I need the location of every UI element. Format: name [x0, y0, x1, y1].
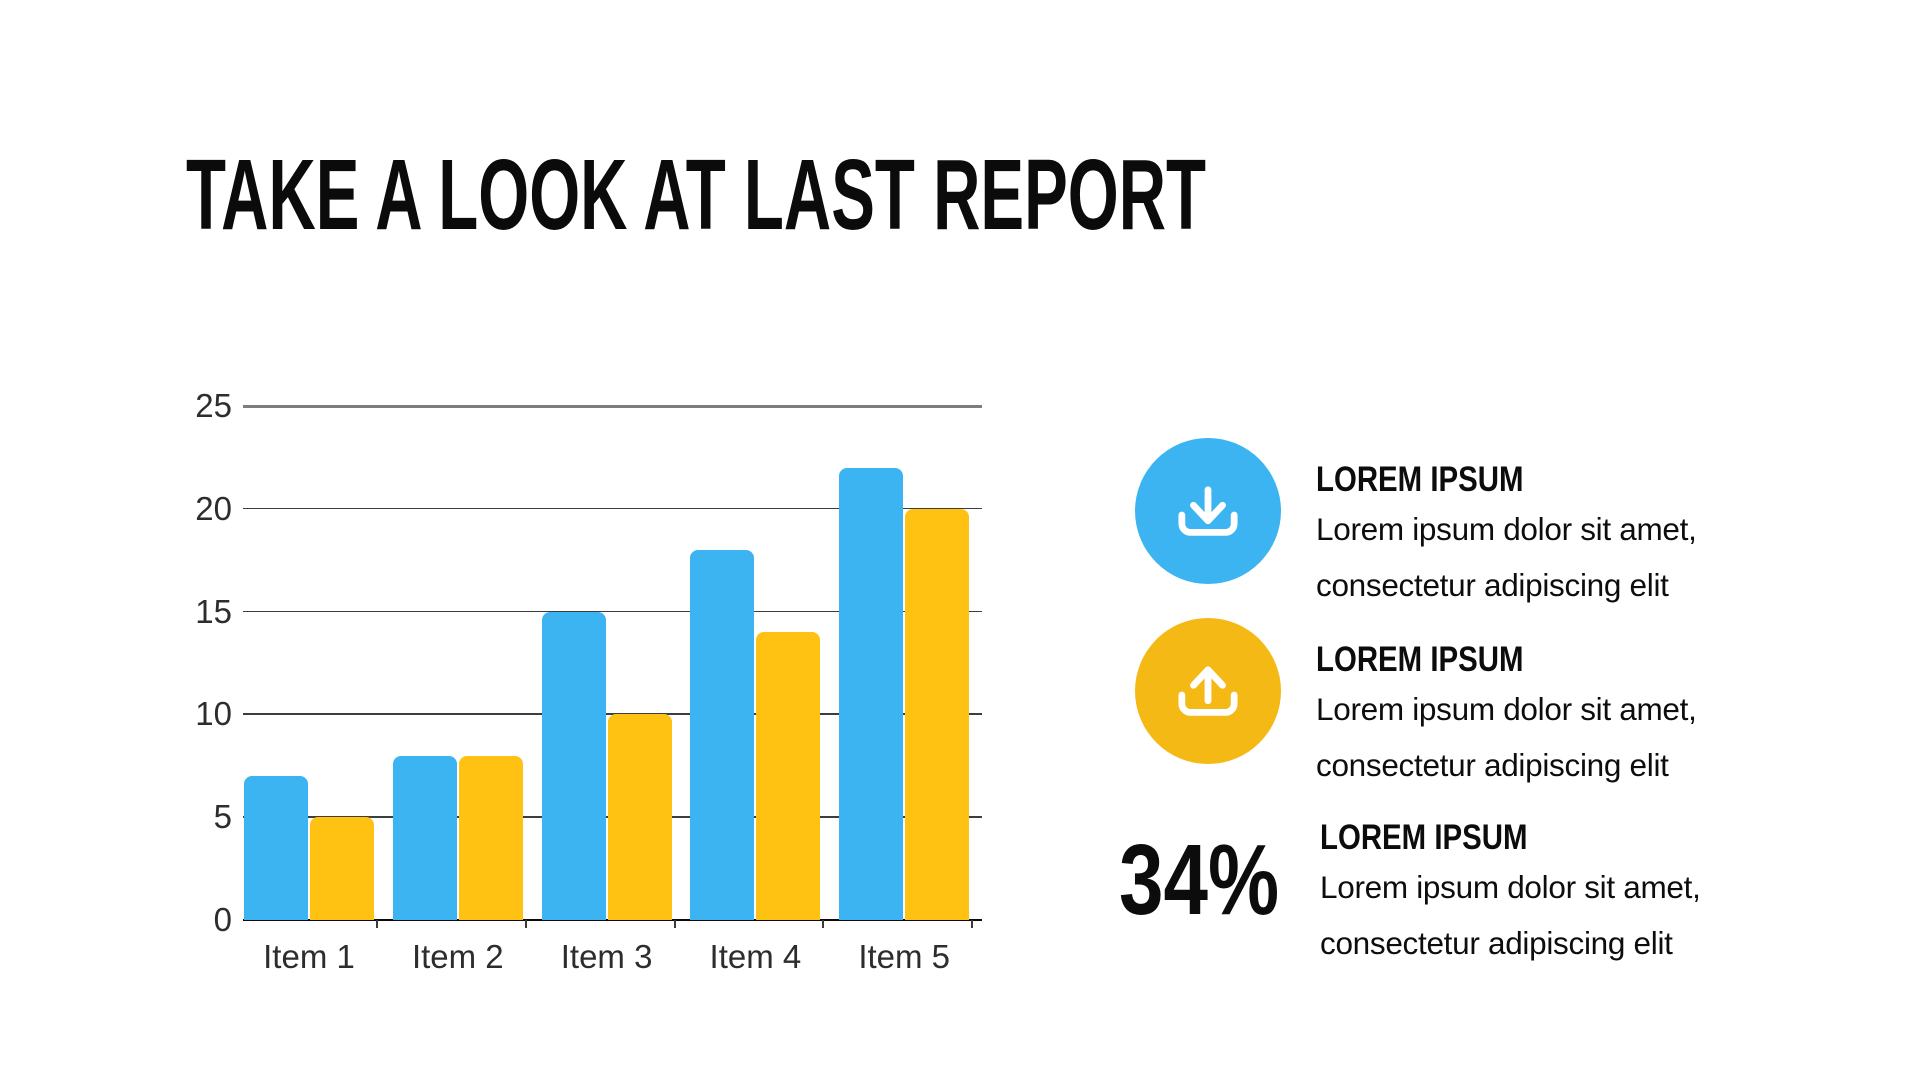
feature-stat-heading: LOREM IPSUM	[1320, 818, 1528, 857]
feature-download-line2: consectetur adipiscing elit	[1316, 566, 1669, 603]
feature-download-heading: LOREM IPSUM	[1316, 460, 1524, 499]
feature-upload-line2: consectetur adipiscing elit	[1316, 746, 1669, 783]
y-tick-label-15: 15	[195, 592, 232, 630]
chart-plot-area	[243, 405, 982, 928]
x-tick-label-2: Item 2	[411, 938, 504, 975]
x-axis-tick	[376, 920, 378, 928]
x-axis-tick	[673, 920, 676, 928]
feature-stat-line2: consectetur adipiscing elit	[1320, 924, 1673, 961]
bar-blue-item-3	[541, 611, 606, 920]
slide-title: TAKE A LOOK AT LAST REPORT	[186, 139, 1207, 251]
gridline-20	[243, 507, 982, 510]
bar-blue-item-4	[690, 549, 755, 920]
feature-download: LOREM IPSUM Lorem ipsum dolor sit amet, …	[1316, 462, 1796, 605]
y-tick-label-5: 5	[213, 798, 232, 836]
feature-upload-heading: LOREM IPSUM	[1316, 640, 1524, 679]
bar-yellow-item-3	[607, 714, 672, 920]
upload-icon	[1178, 666, 1238, 716]
bar-yellow-item-2	[458, 755, 523, 920]
bar-blue-item-1	[244, 776, 308, 920]
bar-blue-item-2	[392, 755, 457, 920]
gridline-15	[243, 610, 982, 612]
feature-stat-line1: Lorem ipsum dolor sit amet,	[1320, 869, 1701, 905]
feature-stat: LOREM IPSUM Lorem ipsum dolor sit amet, …	[1320, 820, 1800, 963]
x-axis-tick	[822, 920, 825, 928]
bar-blue-item-5	[839, 467, 904, 920]
gridline-10	[243, 713, 982, 715]
y-axis-labels: 25 20 15 10 5 0	[140, 387, 232, 938]
x-axis-tick	[524, 920, 527, 928]
feature-upload-line1: Lorem ipsum dolor sit amet,	[1316, 691, 1697, 727]
y-tick-label-20: 20	[195, 489, 232, 527]
gridline-25	[243, 405, 982, 408]
x-tick-label-5: Item 5	[858, 938, 951, 975]
x-tick-label-3: Item 3	[560, 938, 653, 975]
download-icon-circle	[1135, 438, 1281, 584]
stat-percentage: 34%	[1119, 824, 1280, 936]
download-icon	[1178, 486, 1238, 536]
upload-icon-circle	[1135, 618, 1281, 764]
bar-yellow-item-4	[756, 632, 821, 920]
feature-download-line1: Lorem ipsum dolor sit amet,	[1316, 511, 1697, 547]
x-tick-label-4: Item 4	[709, 938, 802, 975]
y-tick-label-10: 10	[195, 695, 232, 733]
bar-yellow-item-5	[905, 508, 970, 920]
bar-yellow-item-1	[310, 817, 374, 920]
feature-upload: LOREM IPSUM Lorem ipsum dolor sit amet, …	[1316, 642, 1796, 785]
x-tick-label-1: Item 1	[263, 938, 355, 975]
x-axis-labels: Item 1 Item 2 Item 3 Item 4 Item 5	[243, 938, 982, 982]
y-tick-label-25: 25	[195, 387, 232, 424]
x-axis-tick	[971, 920, 974, 928]
y-tick-label-0: 0	[213, 901, 232, 938]
